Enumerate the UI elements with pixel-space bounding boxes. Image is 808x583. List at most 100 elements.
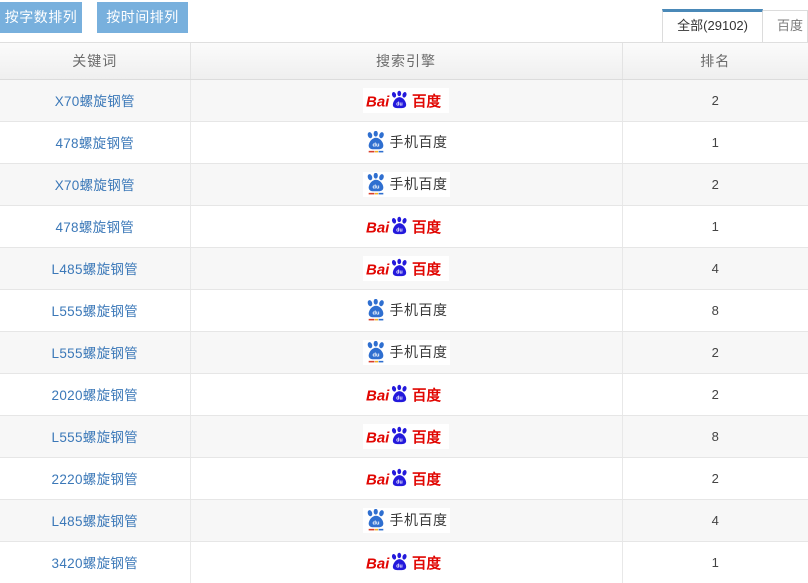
table-row[interactable]: L555螺旋钢管 du 手机百度 2	[0, 331, 808, 374]
ranking-table-container: 关键词 搜索引擎 排名 X70螺旋钢管 Bai du 百度 2 478螺旋钢管	[0, 42, 808, 583]
keyword-link[interactable]: L485螺旋钢管	[51, 262, 138, 277]
rank-value: 1	[711, 218, 719, 234]
table-row[interactable]: 2020螺旋钢管 Bai du 百度 2	[0, 373, 808, 416]
svg-text:百度: 百度	[412, 386, 441, 404]
cell-search-engine: du 手机百度	[190, 121, 623, 164]
svg-text:百度: 百度	[412, 554, 441, 572]
cell-search-engine: Bai du 百度	[190, 457, 623, 500]
cell-rank: 8	[622, 289, 808, 332]
table-body: X70螺旋钢管 Bai du 百度 2 478螺旋钢管 du 手机百度 1 X70螺…	[0, 79, 808, 583]
rank-value: 2	[711, 470, 719, 486]
cell-keyword: 2220螺旋钢管	[0, 457, 191, 500]
keyword-link[interactable]: L555螺旋钢管	[51, 430, 138, 445]
baidu-pc-logo-icon: Bai du 百度	[363, 423, 449, 449]
sort-by-word-count-button[interactable]: 按字数排列	[0, 2, 82, 33]
rank-value: 8	[711, 428, 719, 444]
baidu-pc-logo-icon: Bai du 百度	[363, 255, 449, 281]
table-row[interactable]: L485螺旋钢管 du 手机百度 4	[0, 499, 808, 542]
table-row[interactable]: 478螺旋钢管 Bai du 百度 1	[0, 205, 808, 248]
cell-keyword: L555螺旋钢管	[0, 331, 191, 374]
keyword-link[interactable]: L555螺旋钢管	[51, 304, 138, 319]
cell-keyword: X70螺旋钢管	[0, 163, 191, 206]
svg-text:du: du	[372, 142, 380, 148]
keyword-link[interactable]: X70螺旋钢管	[54, 94, 135, 109]
tab-baidu[interactable]: 百度	[761, 10, 808, 42]
rank-value: 1	[711, 554, 719, 570]
svg-text:du: du	[396, 269, 402, 275]
table-row[interactable]: L485螺旋钢管 Bai du 百度 4	[0, 247, 808, 290]
svg-text:百度: 百度	[412, 428, 441, 446]
cell-search-engine: du 手机百度	[190, 499, 623, 542]
baidu-mobile-label: 手机百度	[389, 512, 448, 528]
svg-text:du: du	[396, 227, 402, 233]
baidu-mobile-logo-icon: du 手机百度	[362, 171, 450, 197]
baidu-pc-logo-icon: Bai du 百度	[363, 549, 449, 575]
baidu-pc-logo-icon: Bai du 百度	[363, 381, 449, 407]
baidu-mobile-logo-icon: du 手机百度	[362, 297, 450, 323]
svg-text:du: du	[396, 563, 402, 569]
baidu-mobile-logo-icon: du 手机百度	[362, 129, 450, 155]
rank-value: 2	[711, 92, 719, 108]
cell-rank: 2	[622, 163, 808, 206]
table-row[interactable]: 2220螺旋钢管 Bai du 百度 2	[0, 457, 808, 500]
tab-all[interactable]: 全部(29102)	[662, 9, 763, 42]
baidu-pc-logo-icon: Bai du 百度	[363, 213, 449, 239]
baidu-pc-logo-icon: Bai du 百度	[363, 87, 449, 113]
cell-search-engine: Bai du 百度	[190, 247, 623, 290]
cell-rank: 4	[622, 247, 808, 290]
cell-rank: 2	[622, 331, 808, 374]
table-header-row: 关键词 搜索引擎 排名	[0, 43, 808, 80]
table-row[interactable]: X70螺旋钢管 Bai du 百度 2	[0, 79, 808, 122]
svg-text:Bai: Bai	[366, 471, 390, 488]
table-row[interactable]: L555螺旋钢管 Bai du 百度 8	[0, 415, 808, 458]
cell-keyword: X70螺旋钢管	[0, 79, 191, 122]
cell-search-engine: Bai du 百度	[190, 541, 623, 583]
cell-rank: 1	[622, 121, 808, 164]
rank-value: 1	[711, 134, 719, 150]
rank-value: 2	[711, 386, 719, 402]
cell-rank: 4	[622, 499, 808, 542]
cell-keyword: 2020螺旋钢管	[0, 373, 191, 416]
cell-keyword: L555螺旋钢管	[0, 289, 191, 332]
keyword-link[interactable]: X70螺旋钢管	[54, 178, 135, 193]
cell-keyword: L485螺旋钢管	[0, 499, 191, 542]
cell-search-engine: Bai du 百度	[190, 415, 623, 458]
cell-search-engine: du 手机百度	[190, 331, 623, 374]
svg-text:du: du	[372, 184, 380, 190]
keyword-link[interactable]: 3420螺旋钢管	[51, 556, 138, 571]
column-header-keyword: 关键词	[0, 43, 191, 80]
cell-search-engine: Bai du 百度	[190, 79, 623, 122]
keyword-link[interactable]: 478螺旋钢管	[55, 220, 135, 235]
rank-value: 4	[711, 512, 719, 528]
sort-by-time-button[interactable]: 按时间排列	[97, 2, 188, 33]
cell-rank: 2	[622, 457, 808, 500]
table-row[interactable]: 478螺旋钢管 du 手机百度 1	[0, 121, 808, 164]
cell-keyword: 478螺旋钢管	[0, 121, 191, 164]
svg-text:Bai: Bai	[366, 387, 390, 404]
svg-text:Bai: Bai	[366, 261, 390, 278]
keyword-link[interactable]: 478螺旋钢管	[55, 136, 135, 151]
svg-text:百度: 百度	[412, 92, 441, 110]
cell-keyword: L555螺旋钢管	[0, 415, 191, 458]
baidu-mobile-label: 手机百度	[389, 176, 448, 192]
cell-rank: 8	[622, 415, 808, 458]
svg-text:Bai: Bai	[366, 555, 390, 572]
keyword-link[interactable]: L555螺旋钢管	[51, 346, 138, 361]
keyword-link[interactable]: L485螺旋钢管	[51, 514, 138, 529]
table-row[interactable]: L555螺旋钢管 du 手机百度 8	[0, 289, 808, 332]
keyword-link[interactable]: 2220螺旋钢管	[51, 472, 138, 487]
table-row[interactable]: 3420螺旋钢管 Bai du 百度 1	[0, 541, 808, 583]
svg-text:百度: 百度	[412, 218, 441, 236]
toolbar: 按字数排列 按时间排列 全部(29102) 百度	[0, 0, 808, 42]
svg-text:Bai: Bai	[366, 93, 390, 110]
engine-tabs: 全部(29102) 百度	[662, 0, 808, 42]
ranking-table: 关键词 搜索引擎 排名 X70螺旋钢管 Bai du 百度 2 478螺旋钢管	[0, 43, 808, 583]
table-row[interactable]: X70螺旋钢管 du 手机百度 2	[0, 163, 808, 206]
rank-value: 2	[711, 176, 719, 192]
baidu-mobile-label: 手机百度	[389, 344, 448, 360]
baidu-pc-logo-icon: Bai du 百度	[363, 465, 449, 491]
svg-text:du: du	[396, 395, 402, 401]
cell-keyword: L485螺旋钢管	[0, 247, 191, 290]
keyword-link[interactable]: 2020螺旋钢管	[51, 388, 138, 403]
